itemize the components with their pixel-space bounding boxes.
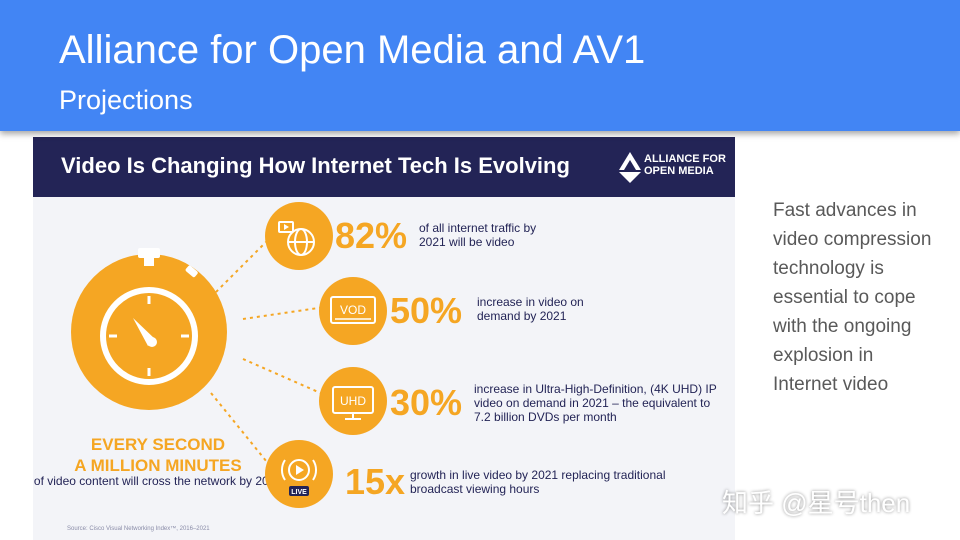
stat-50-value: 50% bbox=[390, 290, 463, 331]
stat-82-text: of all internet traffic by 2021 will be … bbox=[419, 221, 537, 249]
zhihu-watermark: 知乎 @星号then bbox=[722, 488, 911, 518]
vod-icon-label: VOD bbox=[340, 303, 366, 317]
live-play-icon: LIVE bbox=[265, 440, 333, 508]
dotted-connectors bbox=[210, 236, 326, 468]
callout-subtext: of video content will cross the network … bbox=[33, 474, 283, 488]
uhd-icon-label: UHD bbox=[340, 394, 366, 408]
stat-30-text: increase in Ultra-High-Definition, (4K U… bbox=[474, 382, 717, 424]
live-icon-label: LIVE bbox=[291, 489, 307, 496]
slide-header: Alliance for Open Media and AV1 Projecti… bbox=[0, 0, 960, 131]
infographic-header-bar: Video Is Changing How Internet Tech Is E… bbox=[33, 137, 735, 197]
side-text-body: Fast advances in video compression techn… bbox=[773, 200, 932, 395]
vod-icon: VOD bbox=[319, 277, 387, 345]
slide-title: Alliance for Open Media and AV1 bbox=[59, 28, 646, 72]
uhd-tv-icon: UHD bbox=[319, 367, 387, 435]
callout-headline: EVERY SECOND A MILLION MINUTES bbox=[33, 434, 283, 476]
stopwatch-icon bbox=[71, 248, 227, 410]
callout-line-2: A MILLION MINUTES bbox=[74, 456, 242, 475]
slide-subtitle: Projections bbox=[59, 85, 193, 115]
aom-logo-text: ALLIANCE FOR OPEN MEDIA bbox=[644, 153, 726, 177]
infographic-image: Video Is Changing How Internet Tech Is E… bbox=[33, 137, 735, 540]
stat-15x-text: growth in live video by 2021 replacing t… bbox=[410, 468, 666, 496]
infographic-heading: Video Is Changing How Internet Tech Is E… bbox=[61, 153, 570, 178]
stat-15x-value: 15x bbox=[345, 461, 406, 502]
callout-line-1: EVERY SECOND bbox=[90, 435, 226, 454]
aom-logo-icon bbox=[619, 152, 641, 183]
stat-50-text: increase in video on demand by 2021 bbox=[477, 295, 584, 323]
stat-30-value: 30% bbox=[390, 382, 463, 423]
globe-play-icon bbox=[265, 202, 333, 270]
stat-82-value: 82% bbox=[335, 215, 408, 256]
source-note: Source: Cisco Visual Networking Index™, … bbox=[67, 526, 210, 532]
